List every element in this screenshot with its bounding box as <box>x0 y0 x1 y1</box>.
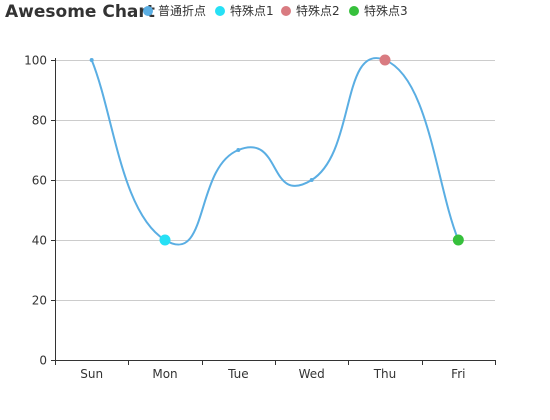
highlight-point <box>379 54 391 66</box>
data-point <box>309 178 314 182</box>
y-tick-label: 60 <box>32 174 47 188</box>
legend-swatch <box>281 6 291 16</box>
y-tick-label: 0 <box>39 354 47 368</box>
highlight-point <box>452 234 464 246</box>
series-line <box>90 57 460 246</box>
y-tick-label: 100 <box>24 54 47 68</box>
data-point <box>236 148 241 152</box>
x-tick-label: Tue <box>227 367 249 381</box>
y-tick-label: 40 <box>32 234 47 248</box>
chart-title: Awesome Chart <box>5 2 155 22</box>
x-tick-label: Wed <box>299 367 325 381</box>
legend-label: 特殊点1 <box>230 3 274 18</box>
highlight-point <box>159 234 171 246</box>
x-tick-label: Thu <box>373 367 397 381</box>
x-tick-label: Sun <box>80 367 103 381</box>
x-tick-label: Mon <box>152 367 177 381</box>
data-points <box>89 54 464 246</box>
x-tick-label: Fri <box>451 367 465 381</box>
legend-label: 普通折点 <box>158 3 206 18</box>
legend-swatch <box>143 6 153 16</box>
y-tick-label: 20 <box>32 294 47 308</box>
axes: 0 20 40 60 80 100 Sun Mon Tue Wed Thu Fri <box>24 54 496 381</box>
y-tick-label: 80 <box>32 114 47 128</box>
legend-swatch <box>349 6 359 16</box>
legend-label: 特殊点3 <box>364 3 408 18</box>
data-point <box>89 58 94 62</box>
legend: 普通折点 特殊点1 特殊点2 特殊点3 <box>143 3 408 18</box>
legend-label: 特殊点2 <box>296 3 340 18</box>
series-lines <box>90 57 460 246</box>
legend-swatch <box>215 6 225 16</box>
grid-lines <box>55 60 495 301</box>
